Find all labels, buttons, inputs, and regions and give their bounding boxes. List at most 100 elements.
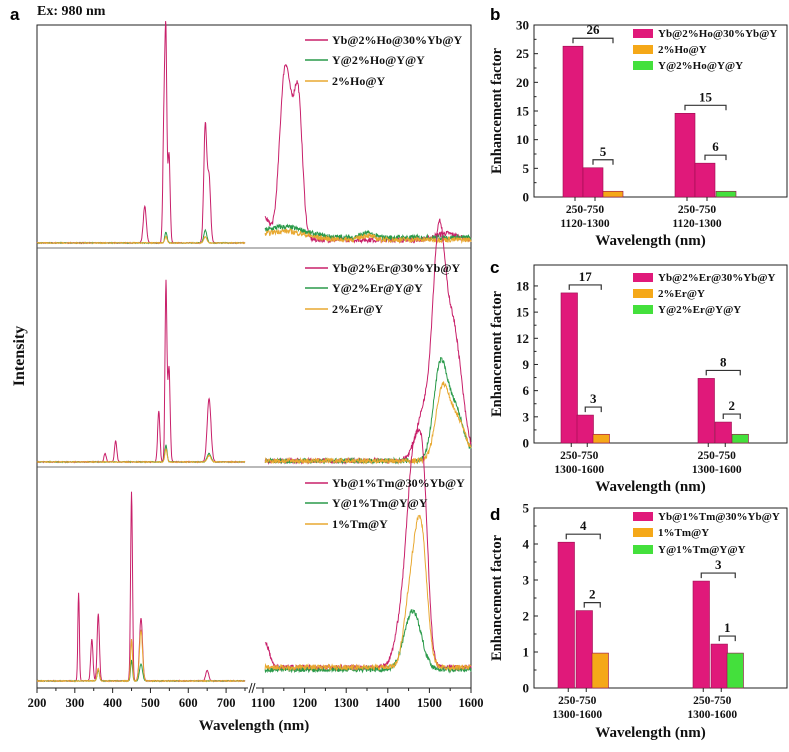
bar xyxy=(576,414,594,444)
legend-swatch xyxy=(633,29,653,38)
significance-bracket xyxy=(592,159,614,165)
spectrum-line xyxy=(36,448,246,464)
significance-bracket xyxy=(718,635,736,642)
y-tick-label: 25 xyxy=(516,46,530,61)
x-tick-label: 200 xyxy=(28,696,47,710)
x-category-label: 1300-1600 xyxy=(554,464,604,476)
y-tick-label: 4 xyxy=(523,537,530,552)
legend-swatch xyxy=(633,528,653,537)
y-axis-title-c: Enhancement factor xyxy=(489,290,505,417)
legend-label: 2%Ho@Y xyxy=(658,44,707,56)
x-tick-label: 700 xyxy=(217,696,236,710)
bar xyxy=(560,292,578,444)
x-category-label: 250-750 xyxy=(678,204,717,216)
y-tick-label: 0 xyxy=(523,436,530,451)
bracket-label: 2 xyxy=(729,398,736,413)
y-tick-label: 5 xyxy=(523,501,530,516)
axis-break-mark xyxy=(248,682,253,694)
x-tick-label: 300 xyxy=(65,696,84,710)
x-tick-label: 1600 xyxy=(459,696,484,710)
bar xyxy=(715,190,737,198)
axis-break-mark xyxy=(251,682,256,694)
significance-bracket xyxy=(705,369,741,376)
plot-frame-c xyxy=(533,264,788,444)
x-category-label: 250-750 xyxy=(560,450,599,462)
bar xyxy=(562,45,584,198)
bracket-label: 6 xyxy=(712,139,719,154)
axis-break-gap xyxy=(248,682,256,694)
bar xyxy=(674,112,696,198)
bar xyxy=(714,421,732,444)
spectrum-line xyxy=(264,381,472,465)
bar xyxy=(592,433,610,444)
spectrum-line xyxy=(36,628,246,683)
legend-label: 2%Er@Y xyxy=(658,288,705,300)
y-tick-label: 0 xyxy=(523,681,530,696)
x-category-label: 250-750 xyxy=(558,695,597,707)
significance-bracket xyxy=(700,572,736,579)
bracket-label: 5 xyxy=(600,144,607,159)
x-tick-label: 1400 xyxy=(375,696,400,710)
y-tick-label: 18 xyxy=(516,278,530,293)
bar xyxy=(697,378,715,444)
x-category-label: 1120-1300 xyxy=(560,218,609,230)
legend-label: 2%Er@Y xyxy=(332,302,383,316)
bar xyxy=(694,162,716,198)
legend-label: 2%Ho@Y xyxy=(332,74,385,88)
significance-bracket xyxy=(568,284,602,290)
legend-label: Y@2%Er@Y@Y xyxy=(332,281,423,295)
x-axis-title-c: Wavelength (nm) xyxy=(595,479,705,495)
bracket-label: 1 xyxy=(724,620,731,635)
x-category-label: 1300-1600 xyxy=(687,709,737,721)
legend-label: Y@2%Ho@Y@Y xyxy=(332,53,425,67)
y-tick-label: 2 xyxy=(523,609,530,624)
panel-letter-a: a xyxy=(10,5,20,24)
y-tick-label: 15 xyxy=(516,104,530,119)
bar xyxy=(582,167,604,198)
bracket-label: 2 xyxy=(589,587,596,602)
bracket-label: 3 xyxy=(590,391,597,406)
legend-label: Y@1%Tm@Y@Y xyxy=(332,496,428,510)
x-category-label: 1120-1300 xyxy=(672,218,721,230)
spectrum-line xyxy=(264,609,472,674)
significance-bracket xyxy=(572,37,614,44)
y-tick-label: 10 xyxy=(516,132,529,147)
panel-letter-d: d xyxy=(490,505,500,524)
y-tick-label: 3 xyxy=(523,409,530,424)
y-axis-title-d: Enhancement factor xyxy=(489,534,505,661)
legend-swatch xyxy=(633,273,653,282)
panel-letter-b: b xyxy=(490,5,500,24)
legend-label: Y@2%Er@Y@Y xyxy=(658,304,741,316)
y-tick-label: 5 xyxy=(523,161,530,176)
bracket-label: 26 xyxy=(587,22,601,37)
x-tick-label: 1500 xyxy=(417,696,442,710)
bracket-label: 4 xyxy=(580,518,587,533)
y-axis-title-b: Enhancement factor xyxy=(489,47,505,174)
spectrum-line xyxy=(264,514,472,672)
bracket-label: 3 xyxy=(715,557,722,572)
y-tick-label: 1 xyxy=(523,645,530,660)
bar xyxy=(710,643,728,689)
x-tick-label: 400 xyxy=(103,696,122,710)
significance-bracket xyxy=(722,413,741,420)
legend-label: 1%Tm@Y xyxy=(332,517,388,531)
spectrum-line xyxy=(36,21,246,245)
x-tick-label: 500 xyxy=(141,696,160,710)
panel-letter-c: c xyxy=(490,258,499,277)
spectrum-line xyxy=(264,357,472,465)
y-tick-label: 12 xyxy=(516,331,529,346)
y-tick-label: 15 xyxy=(516,305,530,320)
x-tick-label: 1200 xyxy=(292,696,317,710)
y-tick-label: 9 xyxy=(523,357,530,372)
significance-bracket xyxy=(584,406,602,413)
legend-label: Y@1%Tm@Y@Y xyxy=(658,544,746,556)
spectrum-line xyxy=(36,659,246,683)
y-tick-label: 3 xyxy=(523,573,530,588)
legend-swatch xyxy=(633,45,653,54)
y-tick-label: 0 xyxy=(523,190,530,205)
spectrum-line xyxy=(36,491,246,683)
bracket-label: 17 xyxy=(579,269,593,284)
bar xyxy=(602,190,624,198)
x-axis-title-b: Wavelength (nm) xyxy=(595,233,705,249)
x-axis-title-d: Wavelength (nm) xyxy=(595,725,705,741)
